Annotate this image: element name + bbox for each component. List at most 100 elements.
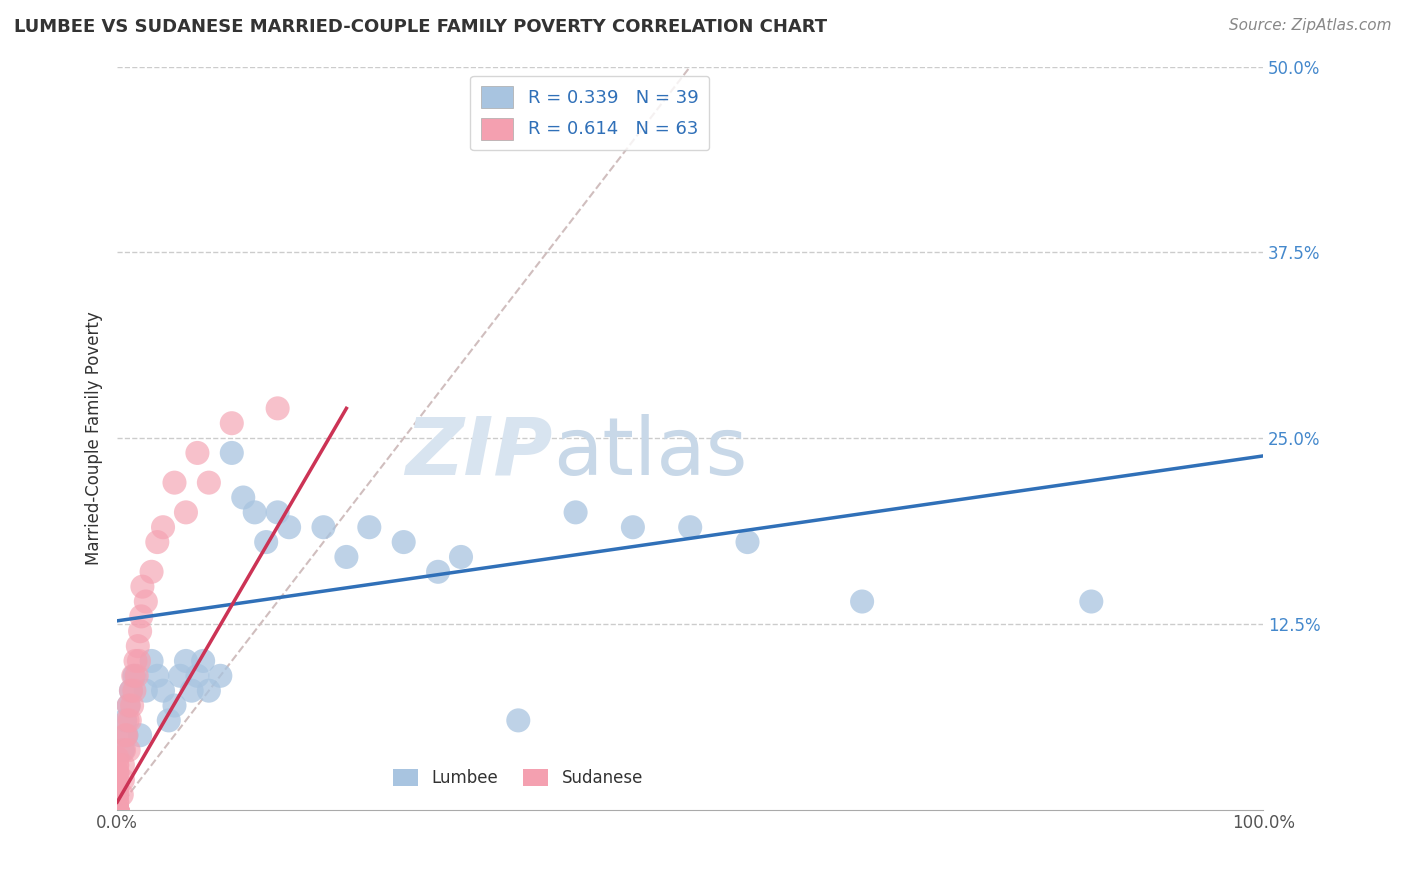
Point [120,683,142,698]
Text: LUMBEE VS SUDANESE MARRIED-COUPLE FAMILY POVERTY CORRELATION CHART: LUMBEE VS SUDANESE MARRIED-COUPLE FAMILY… [14,18,827,36]
Point [146,669,169,683]
Point [243,505,266,519]
Point [564,505,586,519]
Point [105,795,128,809]
Point [1080,594,1102,608]
Point [105,772,128,787]
Point [174,505,197,519]
Point [105,780,128,795]
Point [105,772,128,787]
Point [427,565,450,579]
Point [157,714,180,728]
Point [125,669,148,683]
Point [174,654,197,668]
Point [359,520,381,534]
Point [737,535,759,549]
Point [118,714,141,728]
Point [135,594,157,608]
Point [105,803,128,817]
Point [105,803,128,817]
Point [266,505,288,519]
Point [141,654,163,668]
Point [191,654,214,668]
Point [508,714,530,728]
Point [118,698,141,713]
Point [120,683,142,698]
Point [105,758,128,772]
Point [131,580,153,594]
Point [105,803,128,817]
Point [135,683,157,698]
Point [312,520,335,534]
Point [105,788,128,802]
Point [105,795,128,809]
Point [851,594,873,608]
Point [169,669,191,683]
Point [163,475,186,490]
Point [111,758,134,772]
Point [105,765,128,780]
Point [117,714,139,728]
Point [198,475,221,490]
Point [621,520,644,534]
Point [128,654,150,668]
Point [114,714,136,728]
Point [105,803,128,817]
Point [127,639,149,653]
Point [105,803,128,817]
Point [122,669,145,683]
Point [221,416,243,430]
Point [186,446,208,460]
Point [105,803,128,817]
Point [152,683,174,698]
Point [232,491,254,505]
Point [105,758,128,772]
Point [115,728,138,742]
Point [105,765,128,780]
Point [180,683,202,698]
Point [105,803,128,817]
Text: ZIP: ZIP [405,414,553,491]
Point [118,698,141,713]
Point [105,803,128,817]
Point [121,698,143,713]
Point [105,803,128,817]
Point [141,565,163,579]
Point [112,743,135,757]
Point [278,520,301,534]
Point [266,401,288,416]
Text: atlas: atlas [553,414,747,491]
Point [146,535,169,549]
Point [129,728,152,742]
Point [450,549,472,564]
Point [129,624,152,639]
Point [105,803,128,817]
Legend: Lumbee, Sudanese: Lumbee, Sudanese [387,763,650,794]
Point [105,803,128,817]
Point [105,750,128,764]
Point [254,535,277,549]
Y-axis label: Married-Couple Family Poverty: Married-Couple Family Poverty [86,311,103,565]
Point [198,683,221,698]
Point [221,446,243,460]
Point [105,803,128,817]
Point [111,788,134,802]
Point [335,549,357,564]
Point [209,669,232,683]
Point [124,683,146,698]
Point [163,698,186,713]
Point [105,803,128,817]
Point [115,728,138,742]
Point [105,803,128,817]
Point [105,788,128,802]
Point [392,535,415,549]
Point [152,520,174,534]
Point [186,669,208,683]
Point [105,803,128,817]
Point [111,743,134,757]
Point [114,728,136,742]
Point [105,803,128,817]
Text: Source: ZipAtlas.com: Source: ZipAtlas.com [1229,18,1392,33]
Point [129,609,152,624]
Point [124,654,146,668]
